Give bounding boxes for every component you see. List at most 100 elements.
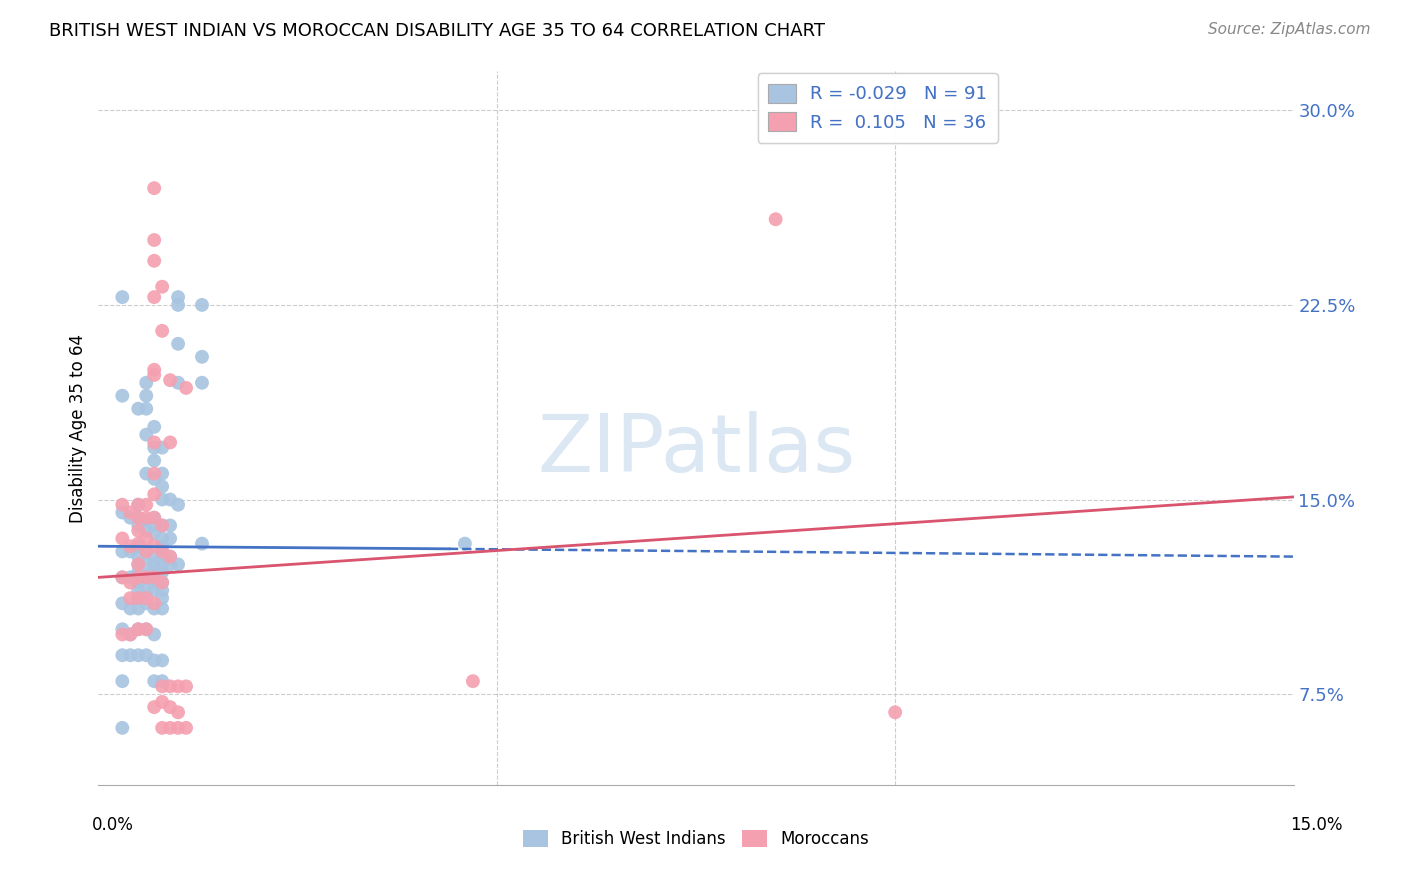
Point <box>150 532 173 546</box>
Point <box>111 506 134 520</box>
Point <box>143 674 166 689</box>
Point <box>159 492 181 507</box>
Point <box>127 648 149 663</box>
Point <box>191 376 214 390</box>
Point <box>127 558 149 572</box>
Point <box>111 622 134 636</box>
Point <box>167 558 190 572</box>
Point <box>167 498 190 512</box>
Point <box>111 648 134 663</box>
Point <box>150 674 173 689</box>
Legend: R = -0.029   N = 91, R =  0.105   N = 36: R = -0.029 N = 91, R = 0.105 N = 36 <box>758 73 998 143</box>
Point <box>135 570 157 584</box>
Text: BRITISH WEST INDIAN VS MOROCCAN DISABILITY AGE 35 TO 64 CORRELATION CHART: BRITISH WEST INDIAN VS MOROCCAN DISABILI… <box>49 22 825 40</box>
Point <box>765 212 787 227</box>
Point <box>135 389 157 403</box>
Point <box>159 532 181 546</box>
Point <box>127 591 149 606</box>
Point <box>135 532 157 546</box>
Point <box>143 700 166 714</box>
Point <box>150 583 173 598</box>
Point <box>167 336 190 351</box>
Point <box>150 539 173 553</box>
Point <box>127 570 149 584</box>
Point <box>135 622 157 636</box>
Text: 15.0%: 15.0% <box>1291 816 1343 834</box>
Point <box>150 679 173 693</box>
Point <box>150 441 173 455</box>
Point <box>120 627 142 641</box>
Point <box>150 518 173 533</box>
Point <box>143 601 166 615</box>
Point <box>135 498 157 512</box>
Point <box>135 401 157 416</box>
Point <box>127 591 149 606</box>
Point <box>143 558 166 572</box>
Point <box>150 518 173 533</box>
Point <box>135 596 157 610</box>
Point <box>159 679 181 693</box>
Point <box>143 253 166 268</box>
Point <box>143 549 166 564</box>
Point <box>159 558 181 572</box>
Point <box>150 544 173 558</box>
Point <box>150 558 173 572</box>
Point <box>143 510 166 524</box>
Point <box>143 627 166 641</box>
Point <box>159 721 181 735</box>
Point <box>120 506 142 520</box>
Point <box>135 544 157 558</box>
Point <box>150 695 173 709</box>
Point <box>120 601 142 615</box>
Point <box>191 536 214 550</box>
Point <box>127 498 149 512</box>
Point <box>127 401 149 416</box>
Point <box>135 570 157 584</box>
Point <box>111 544 134 558</box>
Point <box>135 376 157 390</box>
Point <box>135 622 157 636</box>
Point <box>159 373 181 387</box>
Point <box>135 513 157 527</box>
Text: Source: ZipAtlas.com: Source: ZipAtlas.com <box>1208 22 1371 37</box>
Point <box>111 532 134 546</box>
Point <box>150 549 173 564</box>
Point <box>111 674 134 689</box>
Point <box>120 575 142 590</box>
Point <box>150 565 173 579</box>
Point <box>143 526 166 541</box>
Point <box>150 591 173 606</box>
Point <box>191 350 214 364</box>
Point <box>150 575 173 590</box>
Y-axis label: Disability Age 35 to 64: Disability Age 35 to 64 <box>69 334 87 523</box>
Point <box>191 298 214 312</box>
Point <box>174 721 197 735</box>
Point <box>127 518 149 533</box>
Point <box>174 381 197 395</box>
Text: 0.0%: 0.0% <box>91 816 134 834</box>
Point <box>120 591 142 606</box>
Point <box>135 510 157 524</box>
Point <box>111 596 134 610</box>
Point <box>167 290 190 304</box>
Point <box>143 583 166 598</box>
Point <box>135 427 157 442</box>
Point <box>174 679 197 693</box>
Point <box>127 622 149 636</box>
Point <box>111 570 134 584</box>
Point <box>120 510 142 524</box>
Point <box>135 648 157 663</box>
Point <box>120 648 142 663</box>
Point <box>135 591 157 606</box>
Point <box>111 498 134 512</box>
Point <box>127 539 149 553</box>
Point <box>159 549 181 564</box>
Point <box>143 435 166 450</box>
Point <box>159 549 181 564</box>
Point <box>167 298 190 312</box>
Point <box>127 524 149 538</box>
Point <box>150 653 173 667</box>
Point <box>150 279 173 293</box>
Point <box>135 544 157 558</box>
Point <box>143 510 166 524</box>
